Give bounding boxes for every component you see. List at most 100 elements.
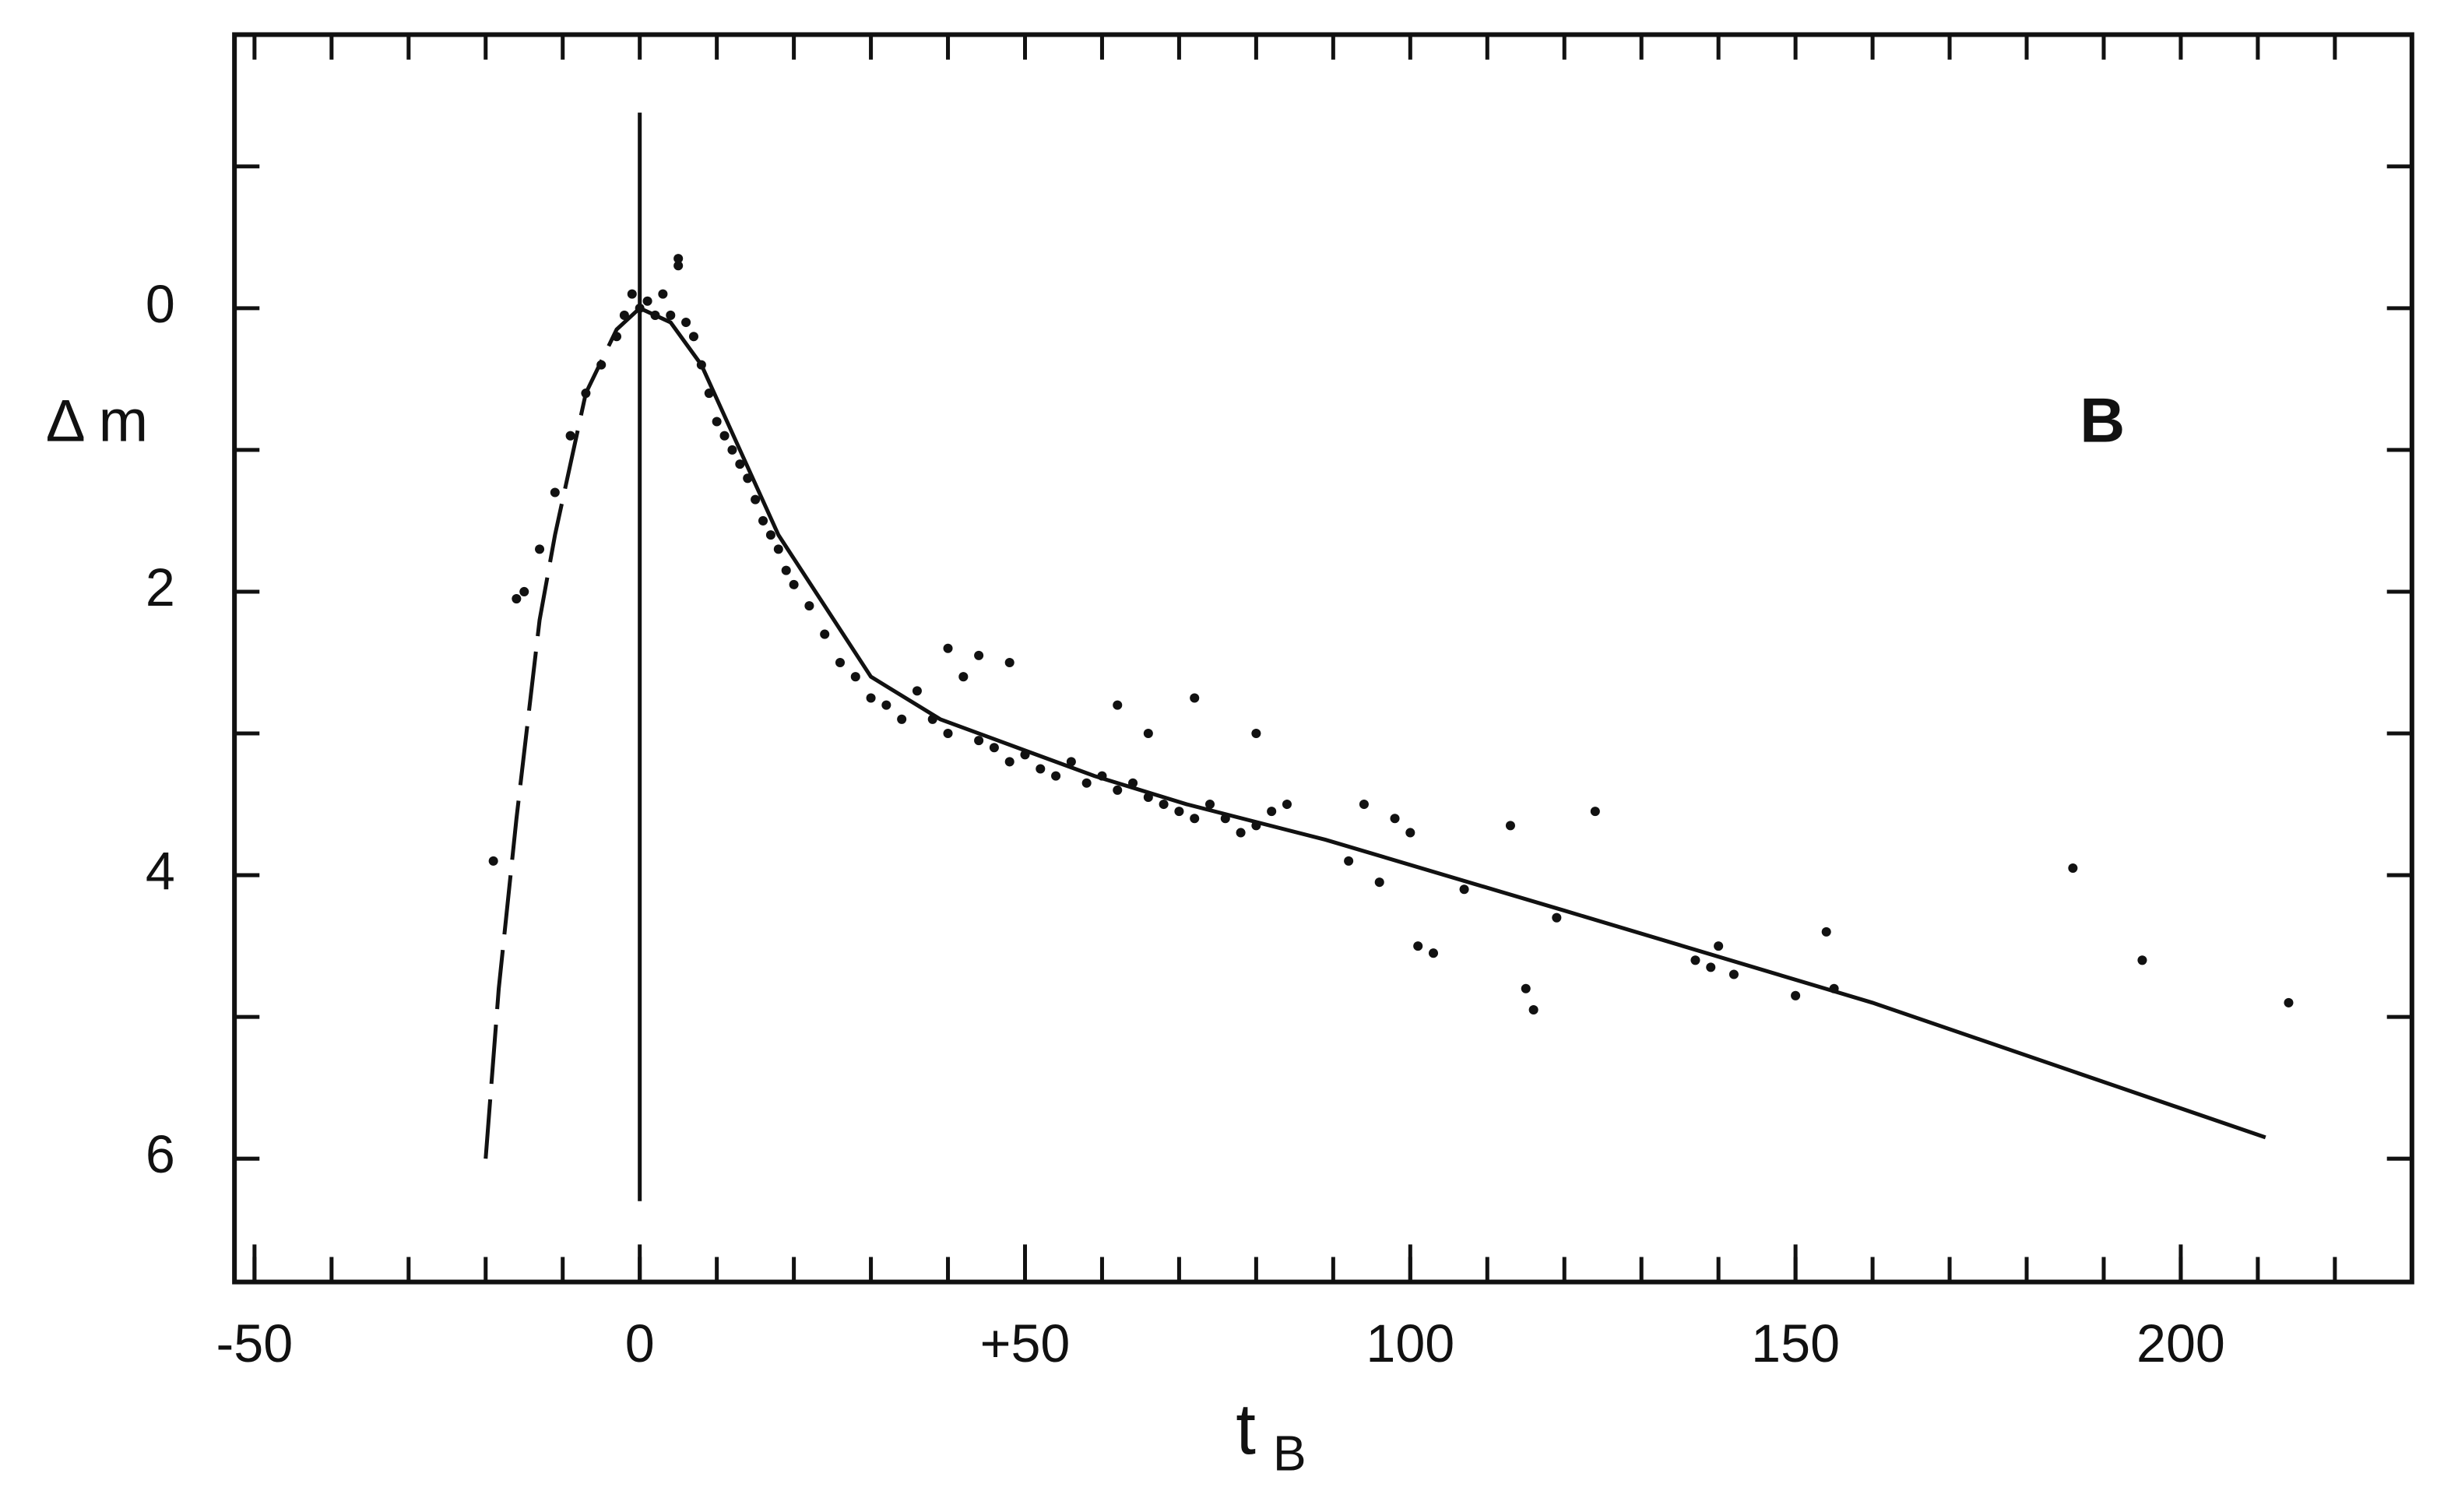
data-point — [550, 487, 560, 498]
data-point — [989, 743, 999, 753]
data-point — [681, 318, 691, 328]
data-point — [1405, 828, 1415, 838]
y-tick-label: 2 — [146, 558, 175, 617]
data-point — [974, 736, 984, 746]
data-point — [650, 310, 660, 320]
data-point — [1728, 969, 1739, 979]
data-point — [1521, 983, 1531, 993]
data-point — [2068, 863, 2078, 873]
y-tick-label: 4 — [146, 842, 175, 901]
data-point — [773, 544, 783, 554]
data-point — [1590, 807, 1600, 817]
data-point — [635, 303, 645, 313]
data-point — [712, 417, 722, 427]
data-point — [1190, 693, 1200, 703]
data-point — [488, 856, 498, 866]
data-point — [1143, 792, 1153, 802]
data-point — [1344, 856, 1354, 866]
annotation: B — [2080, 386, 2125, 456]
data-point — [1374, 877, 1384, 888]
data-point — [1174, 807, 1184, 817]
data-point — [1097, 771, 1107, 781]
data-point — [758, 515, 768, 526]
data-point — [751, 494, 761, 505]
data-point — [866, 693, 876, 703]
y-axis-label: Δ m — [46, 389, 148, 455]
data-point — [1714, 941, 1724, 951]
x-axis-label: t — [1236, 1389, 1256, 1470]
data-point — [1359, 800, 1369, 810]
data-point — [688, 332, 698, 342]
data-point — [1113, 700, 1123, 710]
data-point — [897, 714, 907, 724]
data-point — [673, 254, 684, 264]
data-point — [735, 459, 745, 469]
data-point — [1552, 912, 1562, 923]
data-point — [1251, 821, 1261, 831]
data-point — [1128, 778, 1138, 788]
data-point — [611, 332, 622, 342]
data-point — [804, 601, 814, 611]
data-point — [820, 629, 830, 639]
data-point — [1267, 807, 1277, 817]
data-point — [781, 565, 791, 575]
data-point — [1829, 983, 1839, 993]
fit-line — [484, 306, 642, 1159]
data-point — [1159, 800, 1169, 810]
data-point — [1282, 800, 1292, 810]
data-point — [1690, 955, 1700, 965]
x-axis-label-subscript: B — [1273, 1425, 1306, 1481]
data-point — [1821, 927, 1831, 937]
data-point — [1113, 785, 1123, 795]
data-point — [1428, 948, 1439, 958]
data-point — [1004, 757, 1015, 767]
data-point — [927, 714, 937, 724]
data-point — [743, 473, 753, 483]
data-point — [1505, 821, 1515, 831]
x-tick-label: +50 — [980, 1314, 1071, 1373]
data-point — [565, 431, 575, 441]
data-point — [1036, 764, 1046, 774]
data-point — [943, 643, 953, 653]
data-point — [765, 530, 775, 540]
data-point — [958, 672, 969, 682]
data-point — [789, 579, 799, 589]
x-tick-label: 100 — [1366, 1314, 1454, 1373]
x-tick-label: 150 — [1751, 1314, 1840, 1373]
x-tick-label: 200 — [2136, 1314, 2225, 1373]
data-point — [581, 389, 591, 399]
data-point — [1459, 884, 1469, 895]
data-point — [1004, 657, 1015, 668]
data-point — [1143, 728, 1153, 739]
data-point — [2137, 955, 2147, 965]
data-point — [1204, 800, 1215, 810]
data-point — [1528, 1005, 1538, 1015]
data-point — [1413, 941, 1423, 951]
data-point — [673, 261, 684, 271]
data-point — [696, 360, 706, 370]
y-tick-label: 0 — [146, 275, 175, 334]
data-point — [912, 686, 922, 696]
data-point — [1190, 814, 1200, 824]
data-point — [2284, 997, 2294, 1007]
data-point — [1066, 757, 1076, 767]
data-point — [704, 389, 714, 399]
data-point — [835, 657, 846, 668]
y-tick-label: 6 — [146, 1125, 175, 1184]
x-tick-label: -50 — [216, 1314, 294, 1373]
data-point — [596, 360, 607, 370]
data-point — [1220, 814, 1230, 824]
data-point — [1020, 750, 1030, 760]
data-point — [881, 700, 891, 710]
data-point — [727, 445, 737, 455]
data-point — [535, 544, 545, 554]
x-tick-label: 0 — [625, 1314, 655, 1373]
data-point — [658, 289, 668, 299]
data-point — [1706, 962, 1716, 972]
data-point — [719, 431, 730, 441]
data-point — [519, 586, 529, 596]
data-point — [619, 310, 629, 320]
data-point — [943, 728, 953, 739]
data-point — [1791, 990, 1801, 1000]
